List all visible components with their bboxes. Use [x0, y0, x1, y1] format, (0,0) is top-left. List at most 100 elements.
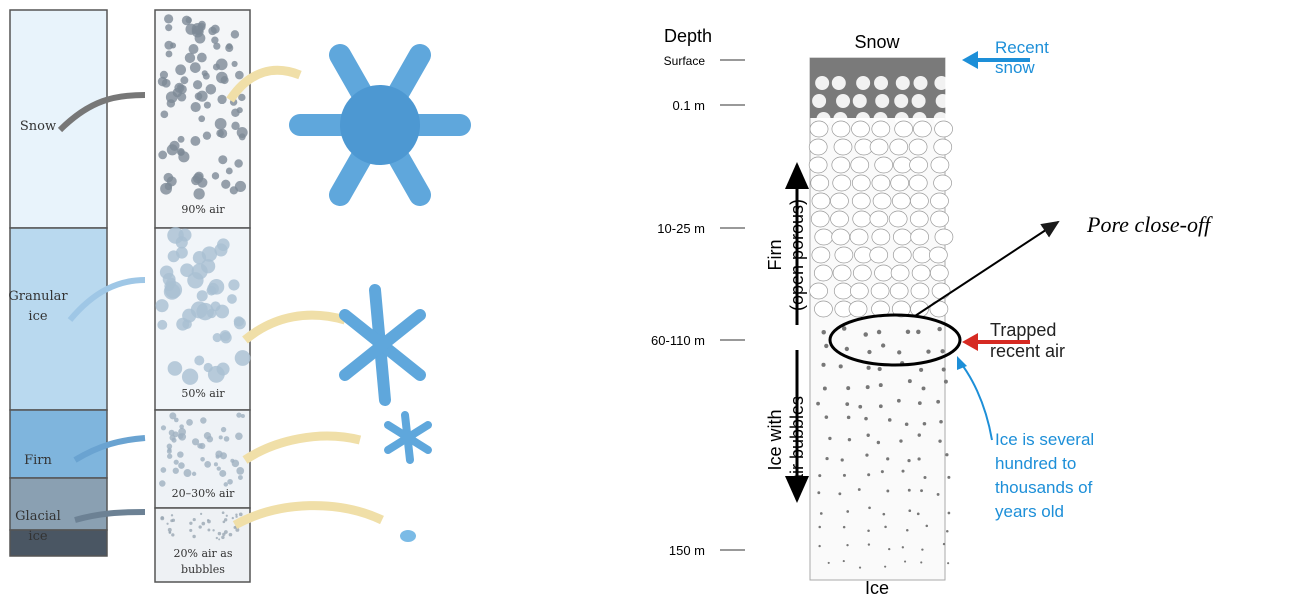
- grain: [902, 470, 905, 473]
- crystal: [168, 361, 183, 376]
- crystal: [164, 14, 173, 23]
- grain: [834, 139, 852, 155]
- grain: [896, 76, 910, 90]
- crystal: [171, 514, 173, 516]
- grain: [934, 76, 948, 90]
- depth-label: 0.1 m: [672, 98, 705, 113]
- grain: [812, 94, 826, 108]
- crystal: [186, 419, 193, 426]
- grain: [853, 265, 871, 281]
- depth-label: 60-110 m: [651, 333, 705, 348]
- crystal: [216, 537, 218, 539]
- crystal: [222, 533, 225, 536]
- crystal: [161, 110, 169, 118]
- crystal: [239, 133, 246, 140]
- grain: [888, 418, 892, 422]
- grain: [935, 229, 953, 245]
- grain: [815, 229, 833, 245]
- grain: [843, 526, 846, 529]
- grain: [848, 438, 851, 441]
- crystal: [193, 188, 204, 199]
- crystal: [236, 467, 244, 475]
- grain: [853, 94, 867, 108]
- grain: [899, 439, 902, 442]
- grain: [893, 247, 911, 263]
- grain: [841, 458, 844, 461]
- crystal: [226, 168, 233, 175]
- grain: [937, 327, 941, 331]
- grain: [884, 526, 887, 529]
- grain: [866, 385, 870, 389]
- grain: [850, 283, 868, 299]
- grain: [845, 347, 849, 351]
- vertical-label: air bubbles: [787, 396, 807, 484]
- grain: [909, 175, 927, 191]
- grain: [897, 399, 901, 403]
- crystal: [219, 435, 223, 439]
- crystal: [160, 265, 173, 278]
- crystal: [176, 318, 189, 331]
- crystal: [212, 529, 214, 531]
- grain: [919, 368, 923, 372]
- grain: [875, 157, 893, 173]
- crystal: [192, 23, 204, 35]
- crystal: [217, 466, 221, 470]
- grain: [868, 506, 871, 509]
- recent-snow: Recent: [995, 38, 1049, 57]
- crystal: [238, 475, 243, 480]
- grain: [911, 283, 929, 299]
- crystal: [193, 80, 202, 89]
- crystal: [221, 536, 224, 539]
- grain: [821, 363, 825, 367]
- crystal: [221, 427, 226, 432]
- crystal: [166, 278, 176, 288]
- grain: [890, 283, 908, 299]
- page: {"left":{"layers":[ {"label":["Snow"],"a…: [0, 0, 1296, 599]
- grain: [877, 441, 880, 444]
- grain: [867, 529, 870, 532]
- grain: [882, 513, 885, 516]
- grain: [917, 513, 920, 516]
- grain: [832, 121, 850, 137]
- crystal: [232, 61, 238, 67]
- grain: [865, 453, 868, 456]
- grain: [830, 193, 848, 209]
- grain: [897, 350, 901, 354]
- crystal: [160, 516, 164, 520]
- crystal: [189, 522, 192, 525]
- snow-arrowhead: [962, 51, 978, 69]
- grain: [905, 422, 909, 426]
- crystal: [167, 144, 178, 155]
- crystal: [222, 511, 225, 514]
- crystal: [172, 438, 177, 443]
- crystal: [197, 290, 208, 301]
- crystal: [162, 79, 171, 88]
- grain: [868, 543, 870, 545]
- layer-label: Firn: [24, 453, 52, 468]
- grain: [895, 121, 913, 137]
- grain: [930, 265, 948, 281]
- crystal: [216, 129, 224, 137]
- crystal: [191, 301, 208, 318]
- grain: [828, 437, 831, 440]
- crystal: [197, 443, 203, 449]
- grain: [923, 476, 926, 479]
- crystal: [218, 532, 221, 535]
- grain: [918, 401, 922, 405]
- crystal: [166, 523, 168, 525]
- grain: [853, 211, 871, 227]
- grain: [858, 488, 861, 491]
- grain: [908, 509, 911, 512]
- grain: [908, 489, 911, 492]
- grain: [910, 211, 928, 227]
- depth-label: 150 m: [669, 543, 705, 558]
- crystal: [234, 159, 242, 167]
- crystal: [191, 102, 201, 112]
- grain: [923, 422, 927, 426]
- grain: [947, 562, 949, 564]
- grain: [922, 386, 926, 390]
- vertical-label: (open porous): [787, 199, 807, 311]
- grain: [842, 326, 846, 330]
- grain: [847, 416, 851, 420]
- grain: [811, 211, 829, 227]
